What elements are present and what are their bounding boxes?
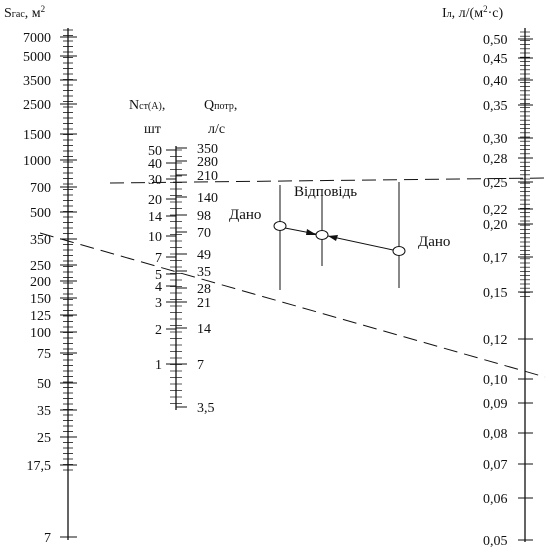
- middle-axis-ticks: [166, 147, 187, 408]
- left-axis-label: 350: [30, 233, 51, 248]
- left-axis-label: 1500: [23, 128, 51, 143]
- right-axis-label: 0,15: [483, 286, 508, 301]
- n-axis-label: 30: [148, 173, 162, 188]
- q-axis-title: Qпотр,: [204, 98, 237, 113]
- n-axis-label: 1: [155, 358, 162, 373]
- right-axis-label: 0,09: [483, 397, 508, 412]
- given-right-point: [392, 246, 406, 256]
- answer-point: [315, 230, 329, 240]
- q-axis-label: 28: [197, 282, 211, 297]
- left-axis-label: 50: [37, 377, 51, 392]
- left-axis-label: 150: [30, 292, 51, 307]
- q-axis-label: 3,5: [197, 401, 215, 416]
- right-axis-ticks: [518, 31, 533, 541]
- n-axis-label: 2: [155, 323, 162, 338]
- n-axis-unit: шт: [144, 122, 161, 137]
- right-axis-label: 0,25: [483, 176, 508, 191]
- right-axis-title: Iл, л/(м2·с): [442, 4, 503, 21]
- q-axis-label: 14: [197, 322, 211, 337]
- left-axis-label: 7: [44, 531, 51, 546]
- q-axis-label: 21: [197, 296, 211, 311]
- right-axis-label: 0,50: [483, 33, 508, 48]
- left-axis-label: 3500: [23, 74, 51, 89]
- answer-label: Відповідь: [294, 184, 357, 200]
- dashed-horizontal-line: [109, 177, 547, 184]
- right-axis-label: 0,45: [483, 52, 508, 67]
- right-axis-label: 0,12: [483, 333, 508, 348]
- right-axis-label: 0,20: [483, 218, 508, 233]
- q-axis-label: 35: [197, 265, 211, 280]
- left-axis-label: 125: [30, 309, 51, 324]
- q-axis-label: 350: [197, 142, 218, 157]
- left-axis-label: 200: [30, 275, 51, 290]
- left-axis-label: 17,5: [27, 459, 52, 474]
- dashed-diagonal-line: [39, 232, 546, 378]
- arrow-head-left: [306, 229, 317, 235]
- right-axis-label: 0,40: [483, 74, 508, 89]
- left-axis-label: 5000: [23, 50, 51, 65]
- q-axis-label: 210: [197, 169, 218, 184]
- q-axis-label: 49: [197, 248, 211, 263]
- left-axis-label: 2500: [23, 98, 51, 113]
- connector-right: [327, 235, 394, 251]
- right-axis-label: 0,07: [483, 458, 508, 473]
- arrow-head-right: [328, 235, 338, 241]
- left-axis-label: 100: [30, 326, 51, 341]
- right-axis-label: 0,17: [483, 251, 508, 266]
- given-left-label: Дано: [229, 207, 261, 223]
- right-axis-label: 0,05: [483, 534, 508, 549]
- right-axis-label: 0,28: [483, 152, 508, 167]
- q-axis-label: 140: [197, 191, 218, 206]
- n-axis-label: 10: [148, 230, 162, 245]
- left-axis-label: 7000: [23, 31, 51, 46]
- left-axis-label: 1000: [23, 154, 51, 169]
- right-axis-label: 0,08: [483, 427, 508, 442]
- n-axis-label: 20: [148, 193, 162, 208]
- q-axis-label: 98: [197, 209, 211, 224]
- q-axis-label: 280: [197, 155, 218, 170]
- left-axis-label: 250: [30, 259, 51, 274]
- right-axis-label: 0,22: [483, 203, 508, 218]
- n-axis-label: 14: [148, 210, 162, 225]
- n-axis-label: 4: [155, 280, 162, 295]
- n-axis-label: 50: [148, 144, 162, 159]
- right-axis-label: 0,06: [483, 492, 508, 507]
- n-axis-title: Nст(А),: [129, 98, 165, 113]
- right-axis-labels: 0,50 0,45 0,40 0,35 0,30 0,28 0,25 0,220,20 0,17…: [483, 33, 508, 549]
- given-right-label: Дано: [418, 234, 450, 250]
- right-axis-label: 0,30: [483, 132, 508, 147]
- n-axis-label: 7: [155, 251, 162, 266]
- left-axis-label: 35: [37, 404, 51, 419]
- left-axis-label: 500: [30, 206, 51, 221]
- left-axis-label: 75: [37, 347, 51, 362]
- n-axis-label: 5: [155, 268, 162, 283]
- n-axis-label: 40: [148, 157, 162, 172]
- q-axis-label: 7: [197, 358, 204, 373]
- n-axis-label: 3: [155, 296, 162, 311]
- q-axis-label: 70: [197, 226, 211, 241]
- left-axis-title: Sгас, м2: [4, 4, 45, 21]
- given-left-point: [273, 221, 287, 231]
- left-axis-label: 25: [37, 431, 51, 446]
- q-axis-unit: л/с: [208, 122, 225, 137]
- right-axis-label: 0,35: [483, 99, 508, 114]
- right-axis-label: 0,10: [483, 373, 508, 388]
- left-axis-label: 700: [30, 181, 51, 196]
